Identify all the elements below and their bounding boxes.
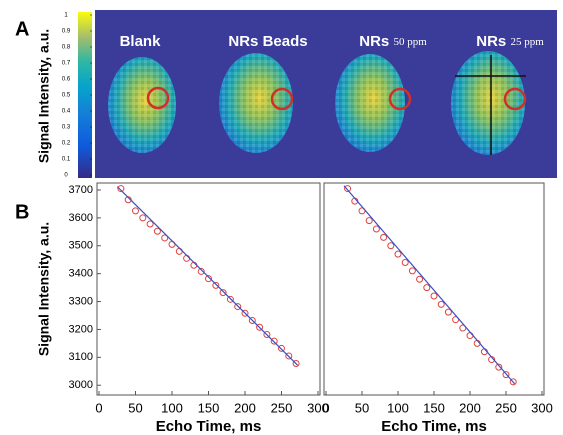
image-label: NRs 25 ppm [476,33,544,50]
x-tick-label: 200 [459,400,481,415]
x-tick-label: 50 [128,400,142,415]
data-point [292,359,300,367]
y-tick-label: 3500 [69,240,93,252]
y-tick-label: 3200 [69,323,93,335]
plot-frame [323,182,545,396]
x-tick-label: 50 [355,400,369,415]
x-axis-label: Echo Time, ms [381,418,487,435]
colorbar-tick-label: 0.4 [62,109,71,115]
colorbar-tick-label: 0.3 [62,125,71,131]
colorbar-tick-label: 1 [64,13,68,19]
x-tick-label: 100 [387,400,409,415]
data-point [241,309,249,317]
x-tick-label: 150 [423,400,445,415]
y-tick-label: 3000 [69,379,93,391]
plot-frame [96,182,321,396]
colorbar-tick-label: 0.2 [62,141,71,147]
data-point [502,371,510,379]
data-point [430,292,438,300]
data-point [212,281,220,289]
x-tick-label: 200 [234,400,256,415]
colorbar-tick-label: 0 [64,173,68,179]
data-point [408,267,416,275]
data-point [226,295,234,303]
data-point [444,308,452,316]
x-tick-label: 250 [271,400,293,415]
data-point [380,233,388,241]
y-tick-label: 3400 [69,268,93,280]
data-point [387,242,395,250]
data-point [234,303,242,311]
data-point [219,289,227,297]
data-point [161,234,169,242]
data-point [372,225,380,233]
x-axis-label: Echo Time, ms [156,418,262,435]
colorbar-tick-label: 0.8 [62,45,71,51]
y-axis-label: Signal Intensity, a.u. [36,222,52,356]
y-tick-label: 3600 [69,212,93,224]
data-point [495,363,503,371]
data-point [146,220,154,228]
colorbar [78,12,92,178]
data-point [394,250,402,258]
data-point [270,337,278,345]
data-point [344,185,352,193]
x-tick-label: 100 [161,400,183,415]
data-point [509,378,517,386]
data-point [205,275,212,283]
data-point [263,330,271,338]
data-point [117,185,125,193]
data-point [153,227,161,235]
data-point [437,300,445,308]
y-tick-label: 3300 [69,295,93,307]
data-point [248,317,256,325]
panel-label: B [15,201,29,223]
y-tick-label: 3100 [69,351,93,363]
colorbar-tick-label: 0.1 [62,157,71,163]
image-label: Blank [120,33,162,50]
colorbar-tick-label: 0.7 [62,61,71,67]
data-point [285,352,293,360]
panel-label: A [15,18,29,40]
fit-line [116,186,298,366]
data-point [132,207,139,215]
image-label: NRs 50 ppm [359,33,427,50]
x-tick-label: 250 [495,400,517,415]
mri-images [108,51,527,155]
fit-line [343,185,516,385]
data-point [416,275,424,283]
x-tick-label: 150 [198,400,220,415]
colorbar-tick-label: 0.5 [62,93,71,99]
x-tick-label: 300 [531,400,553,415]
data-point [365,217,373,225]
data-point [278,344,285,352]
colorbar-tick-label: 0.9 [62,29,71,35]
data-point [139,214,147,222]
colorbar-tick-label: 0.6 [62,77,71,83]
x-tick-label: 300 [307,400,329,415]
data-point [401,259,409,266]
image-label: NRs Beads [228,33,307,50]
x-tick-label: 0 [95,400,102,415]
y-axis-label: Signal Intensity, a.u. [36,29,52,163]
y-tick-label: 3700 [69,184,93,196]
data-point [423,284,431,292]
data-point [256,323,264,331]
data-point [197,267,205,275]
x-tick-label: 0 [322,400,329,415]
